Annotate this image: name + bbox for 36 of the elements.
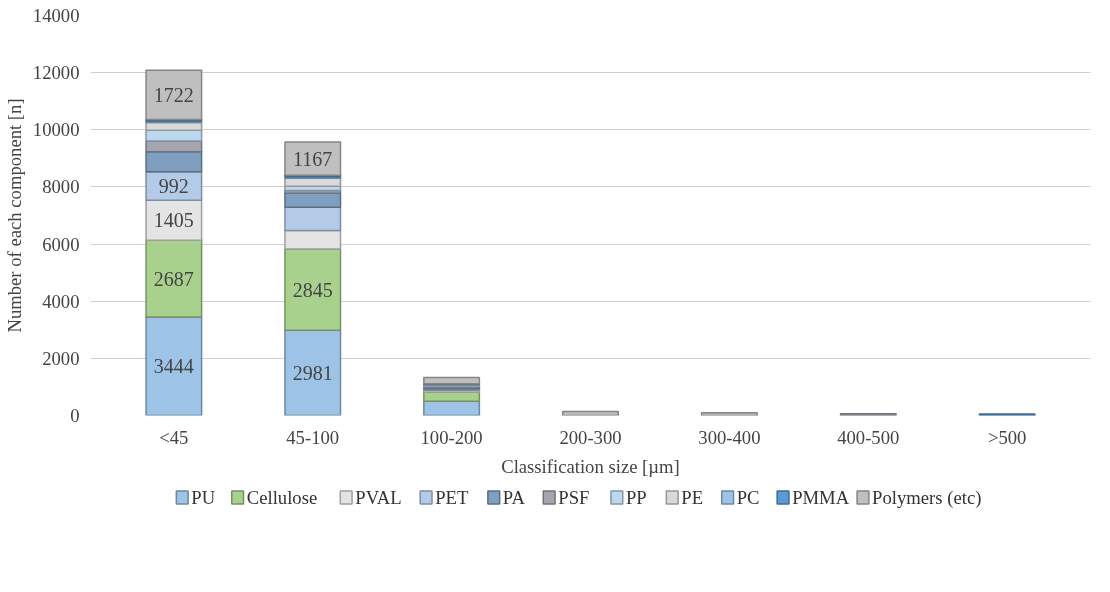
data-label: 2687: [153, 267, 194, 290]
y-axis-title: Number of each component [n]: [3, 98, 25, 333]
data-label: 1405: [153, 209, 194, 232]
legend-label: PVAL: [355, 487, 402, 508]
x-tick-label: <45: [159, 426, 189, 448]
y-tick-label: 4000: [42, 290, 80, 312]
legend-label: Polymers (etc): [872, 487, 982, 509]
x-axis-title: Classification size [µm]: [501, 455, 680, 477]
y-tick-label: 10000: [32, 119, 80, 141]
data-label: 2981: [292, 361, 333, 384]
legend-label: PMMA: [792, 487, 850, 508]
legend-label: PE: [681, 487, 704, 508]
data-label: 3444: [153, 355, 194, 378]
y-tick-label: 2000: [42, 347, 80, 369]
x-tick-label: 300-400: [698, 426, 761, 448]
data-label: 1722: [153, 83, 194, 106]
legend-label: PU: [191, 487, 216, 508]
legend-label: PP: [625, 487, 647, 508]
legend-label: PA: [502, 487, 526, 508]
x-tick-label: 45-100: [286, 426, 340, 448]
data-label: 992: [158, 175, 189, 198]
legend-label: PSF: [558, 487, 590, 508]
y-tick-label: 6000: [42, 233, 80, 255]
y-tick-label: 14000: [32, 5, 80, 26]
y-tick-label: 8000: [42, 176, 80, 198]
legend-label: PC: [736, 487, 760, 508]
data-label: 1167: [293, 147, 333, 170]
legend-label: PET: [435, 487, 469, 508]
y-tick-label: 0: [70, 405, 80, 426]
x-tick-label: 100-200: [420, 426, 483, 448]
x-tick-label: >500: [987, 426, 1027, 448]
y-tick-label: 12000: [32, 62, 80, 84]
x-tick-label: 400-500: [837, 426, 900, 448]
legend-label: Cellulose: [246, 487, 318, 508]
data-label: 2845: [292, 278, 333, 301]
x-tick-label: 200-300: [559, 426, 622, 448]
